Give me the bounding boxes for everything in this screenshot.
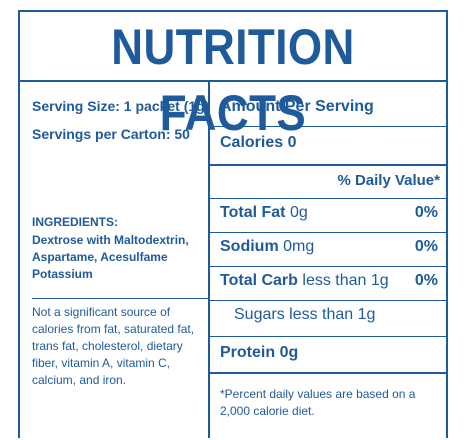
- nutrient-dv: 0%: [414, 204, 438, 221]
- footnote: *Percent daily values are based on a 2,0…: [220, 387, 416, 418]
- divider: [210, 372, 448, 374]
- calories-label: Calories 0: [220, 134, 297, 151]
- serving-size: Serving Size: 1 packet (1g): [32, 98, 210, 114]
- divider: [210, 126, 448, 127]
- ingredients-heading: INGREDIENTS:: [32, 215, 119, 229]
- nutrient-label: Total Carb: [220, 272, 298, 289]
- nutrition-facts-panel: NUTRITION FACTS Serving Size: 1 packet (…: [18, 10, 448, 438]
- divider: [210, 198, 448, 199]
- divider: [210, 164, 448, 166]
- daily-value-header: % Daily Value*: [337, 172, 440, 189]
- title-divider: [20, 80, 446, 82]
- protein-label: Protein: [220, 344, 276, 361]
- nutrient-amount: less than 1g: [289, 306, 376, 323]
- servings-per-carton: Servings per Carton: 50: [32, 126, 190, 142]
- nutrient-amount: 0mg: [283, 238, 315, 255]
- column-divider: [208, 82, 210, 438]
- divider: [210, 266, 448, 267]
- nutrient-dv: 0%: [414, 272, 438, 289]
- nutrient-dv: 0%: [414, 238, 438, 255]
- divider: [210, 336, 448, 337]
- nutrient-label: Sugars: [234, 306, 285, 323]
- disclaimer-text: Not a significant source of calories fro…: [32, 305, 195, 387]
- right-column: Amount Per Serving Calories 0 % Daily Va…: [210, 82, 448, 440]
- nutrient-amount: 0g: [289, 204, 308, 221]
- ingredients-text: Dextrose with Maltodextrin, Aspartame, A…: [32, 233, 189, 281]
- ingredients-divider: [32, 298, 210, 299]
- page-title: NUTRITION FACTS: [111, 19, 355, 141]
- protein-value: 0g: [279, 344, 299, 361]
- nutrient-amount: less than 1g: [302, 272, 389, 289]
- nutrient-label: Total Fat: [220, 204, 286, 221]
- nutrient-label: Sodium: [220, 238, 279, 255]
- amount-per-serving-label: Amount Per Serving: [220, 98, 374, 115]
- divider: [210, 300, 448, 301]
- divider: [210, 232, 448, 233]
